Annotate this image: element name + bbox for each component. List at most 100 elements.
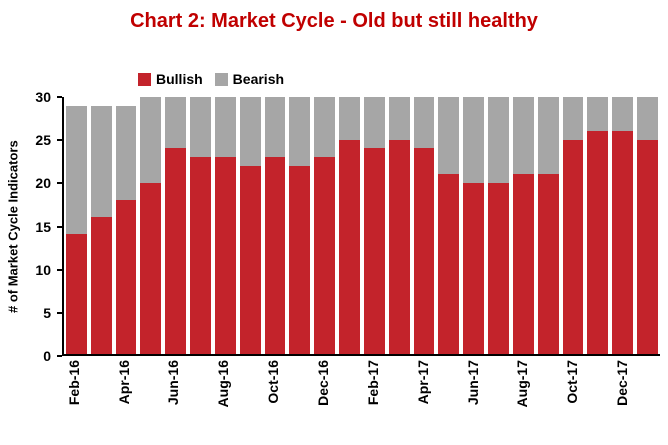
x-tick-label: [438, 360, 459, 440]
bar-apr-17: [414, 97, 435, 354]
segment-bullish: [140, 183, 161, 354]
bar-aug-17: [513, 97, 534, 354]
segment-bearish: [513, 97, 534, 174]
segment-bearish: [364, 97, 385, 148]
segment-bullish: [438, 174, 459, 354]
y-tick-label: 0: [43, 349, 51, 363]
segment-bearish: [538, 97, 559, 174]
segment-bearish: [66, 106, 87, 235]
bar-mar-17: [389, 97, 410, 354]
segment-bearish: [463, 97, 484, 183]
segment-bullish: [563, 140, 584, 354]
segment-bearish: [637, 97, 658, 140]
legend-item-bullish: Bullish: [138, 71, 203, 87]
x-tick-label: [538, 360, 559, 440]
plot-area: [62, 97, 660, 356]
segment-bullish: [538, 174, 559, 354]
x-tick-label: [488, 360, 509, 440]
segment-bearish: [414, 97, 435, 148]
legend-label-bearish: Bearish: [233, 71, 284, 87]
x-axis-labels: Feb-16Apr-16Jun-16Aug-16Oct-16Dec-16Feb-…: [62, 360, 660, 440]
segment-bearish: [314, 97, 335, 157]
segment-bearish: [116, 106, 137, 200]
y-tick-label: 15: [35, 220, 51, 234]
bar-oct-16: [265, 97, 286, 354]
segment-bullish: [190, 157, 211, 354]
segment-bearish: [190, 97, 211, 157]
segment-bearish: [215, 97, 236, 157]
y-tick-label: 25: [35, 133, 51, 147]
bar-sep-17: [538, 97, 559, 354]
bar-sep-16: [240, 97, 261, 354]
segment-bullish: [116, 200, 137, 354]
x-tick-label: Oct-16: [263, 360, 284, 440]
x-tick-label: Feb-17: [363, 360, 384, 440]
segment-bearish: [389, 97, 410, 140]
x-tick-label: Jun-17: [463, 360, 484, 440]
chart-title: Chart 2: Market Cycle - Old but still he…: [0, 10, 668, 33]
segment-bullish: [587, 131, 608, 354]
segment-bearish: [91, 106, 112, 217]
segment-bullish: [240, 166, 261, 354]
bar-dec-16: [314, 97, 335, 354]
segment-bullish: [637, 140, 658, 354]
bar-mar-16: [91, 97, 112, 354]
bar-oct-17: [563, 97, 584, 354]
x-tick-label: [189, 360, 210, 440]
bar-feb-16: [66, 97, 87, 354]
y-tick-label: 5: [43, 306, 51, 320]
y-tick-label: 10: [35, 263, 51, 277]
segment-bullish: [513, 174, 534, 354]
legend: Bullish Bearish: [138, 71, 284, 87]
segment-bearish: [165, 97, 186, 148]
segment-bullish: [265, 157, 286, 354]
segment-bearish: [265, 97, 286, 157]
segment-bearish: [240, 97, 261, 166]
segment-bullish: [314, 157, 335, 354]
bar-jun-16: [165, 97, 186, 354]
x-tick-label: [288, 360, 309, 440]
x-tick-label: Oct-17: [562, 360, 583, 440]
segment-bullish: [612, 131, 633, 354]
segment-bullish: [389, 140, 410, 354]
bar-apr-16: [116, 97, 137, 354]
x-tick-label: [238, 360, 259, 440]
x-tick-label: Feb-16: [64, 360, 85, 440]
bar-may-17: [438, 97, 459, 354]
bar-jul-17: [488, 97, 509, 354]
x-tick-label: Aug-16: [214, 360, 235, 440]
segment-bearish: [438, 97, 459, 174]
x-tick-label: [637, 360, 658, 440]
x-tick-label: Dec-16: [313, 360, 334, 440]
segment-bullish: [339, 140, 360, 354]
segment-bullish: [165, 148, 186, 354]
bar-jul-16: [190, 97, 211, 354]
chart-page: Chart 2: Market Cycle - Old but still he…: [0, 0, 668, 445]
y-tick-label: 20: [35, 176, 51, 190]
segment-bullish: [488, 183, 509, 354]
x-tick-label: [338, 360, 359, 440]
x-tick-label: [89, 360, 110, 440]
segment-bearish: [563, 97, 584, 140]
segment-bearish: [289, 97, 310, 166]
segment-bullish: [215, 157, 236, 354]
bar-aug-16: [215, 97, 236, 354]
x-tick-label: [139, 360, 160, 440]
bar-jun-17: [463, 97, 484, 354]
segment-bearish: [140, 97, 161, 183]
segment-bullish: [289, 166, 310, 354]
legend-swatch-bearish: [215, 73, 228, 86]
y-axis: 051015202530: [24, 97, 62, 356]
segment-bullish: [463, 183, 484, 354]
legend-item-bearish: Bearish: [215, 71, 284, 87]
x-tick-label: Apr-17: [413, 360, 434, 440]
bar-nov-17: [587, 97, 608, 354]
segment-bearish: [587, 97, 608, 131]
bar-dec-17: [612, 97, 633, 354]
bar-nov-16: [289, 97, 310, 354]
bar-jan-17: [339, 97, 360, 354]
segment-bullish: [414, 148, 435, 354]
x-tick-label: [388, 360, 409, 440]
bar-jan-18: [637, 97, 658, 354]
x-tick-label: Aug-17: [513, 360, 534, 440]
